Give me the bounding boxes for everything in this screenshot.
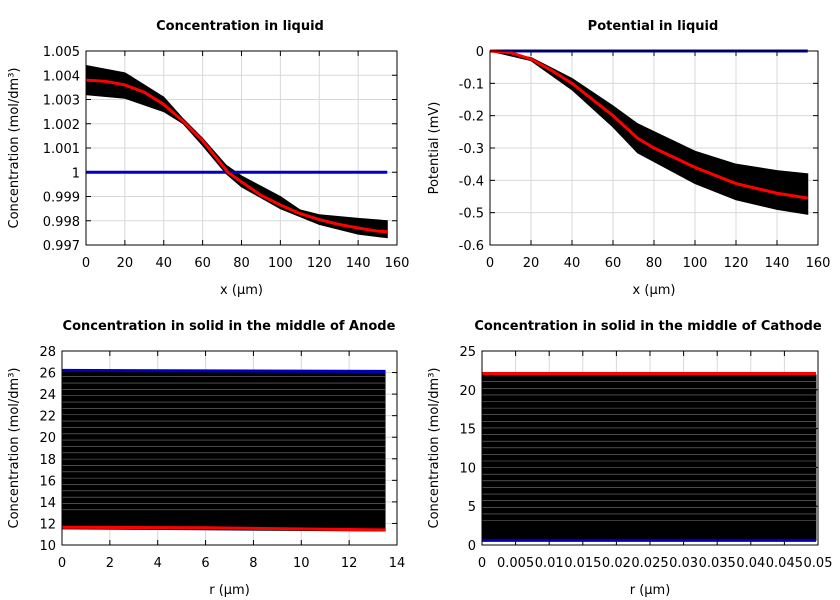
x-axis-label: r (µm) (630, 583, 671, 598)
y-tick-label: 0 (476, 45, 484, 60)
x-tick-label: 140 (346, 256, 371, 271)
y-tick-label: 1.003 (43, 94, 80, 109)
y-axis-label: Potential (mV) (427, 102, 442, 195)
curve-band (489, 50, 809, 215)
y-tick-label: 5 (468, 500, 476, 515)
x-tick-label: 6 (201, 556, 209, 571)
curve-band (85, 64, 388, 239)
y-tick-label: 1.001 (43, 142, 80, 157)
x-tick-label: 0 (478, 556, 486, 571)
plot-frame (85, 50, 398, 246)
plot-frame (489, 50, 819, 246)
x-tick-label: 40 (155, 256, 172, 271)
x-axis-label: x (µm) (633, 283, 676, 298)
x-tick-label: 0.01 (535, 556, 564, 571)
x-tick-label: 0 (82, 256, 90, 271)
x-tick-label: 160 (806, 256, 831, 271)
x-tick-label: 20 (117, 256, 134, 271)
y-tick-label: 20 (39, 431, 56, 446)
x-tick-label: 0.02 (602, 556, 631, 571)
chart-title: Potential in liquid (588, 19, 719, 34)
y-tick-label: 1.005 (43, 45, 80, 60)
x-tick-label: 2 (106, 556, 114, 571)
chart-title: Concentration in solid in the middle of … (474, 319, 822, 334)
chart-title: Concentration in solid in the middle of … (63, 319, 396, 334)
x-tick-label: 12 (341, 556, 358, 571)
series-line-2 (489, 49, 808, 200)
y-tick-label: -0.2 (459, 110, 484, 125)
x-tick-label: 100 (683, 256, 708, 271)
x-tick-label: 0.05 (804, 556, 833, 571)
y-tick-label: 12 (39, 517, 56, 532)
x-tick-label: 60 (194, 256, 211, 271)
x-tick-label: 120 (307, 256, 332, 271)
subplot-3: Concentration in solid in the middle of … (7, 319, 405, 598)
y-tick-label: 18 (39, 453, 56, 468)
y-tick-label: -0.6 (459, 239, 484, 254)
x-tick-label: 0.025 (631, 556, 668, 571)
x-tick-label: 0.035 (699, 556, 736, 571)
y-tick-label: 28 (39, 345, 56, 360)
plot-frame (61, 350, 398, 546)
y-tick-label: 16 (39, 474, 56, 489)
subplot-2: Potential in liquid 0 20 40 60 80 100 120 140 160… (427, 19, 830, 298)
y-axis-label: Concentration (mol/dm³) (427, 368, 442, 529)
x-tick-label: 4 (154, 556, 162, 571)
x-tick-label: 80 (646, 256, 663, 271)
y-tick-label: -0.3 (459, 142, 484, 157)
x-axis-label: x (µm) (220, 283, 263, 298)
series-line-1 (61, 368, 386, 373)
x-tick-label: 20 (523, 256, 540, 271)
y-axis-label: Concentration (mol/dm³) (7, 368, 22, 529)
y-tick-label: 10 (39, 539, 56, 554)
x-axis-label: r (µm) (209, 583, 250, 598)
y-tick-label: -0.4 (459, 174, 484, 189)
x-tick-label: 0.015 (564, 556, 601, 571)
y-tick-label: 0 (468, 539, 476, 554)
chart-title: Concentration in liquid (156, 19, 324, 34)
x-tick-label: 0.03 (669, 556, 698, 571)
subplot-4: Concentration in solid in the middle of … (427, 319, 832, 598)
x-tick-label: 140 (765, 256, 790, 271)
x-tick-label: 0.045 (766, 556, 803, 571)
y-tick-label: 0.998 (43, 215, 80, 230)
x-tick-label: 14 (389, 556, 406, 571)
y-tick-label: 1 (72, 166, 80, 181)
y-tick-label: 24 (39, 388, 56, 403)
y-tick-label: 14 (39, 496, 56, 511)
y-tick-label: 22 (39, 410, 56, 425)
subplot-1: Concentration in liquid 0 20 40 60 80 100 120 14… (7, 19, 409, 298)
x-tick-label: 8 (249, 556, 257, 571)
y-tick-label: 1.004 (43, 69, 80, 84)
y-tick-label: 26 (39, 367, 56, 382)
x-tick-label: 60 (605, 256, 622, 271)
x-tick-label: 0 (486, 256, 494, 271)
y-tick-label: 15 (459, 423, 476, 438)
y-tick-label: 10 (459, 461, 476, 476)
x-tick-label: 100 (268, 256, 293, 271)
curve-band (61, 369, 386, 532)
series-line-2 (85, 78, 388, 234)
y-tick-label: 0.997 (43, 239, 80, 254)
x-tick-label: 0 (58, 556, 66, 571)
x-tick-label: 0.005 (497, 556, 534, 571)
y-tick-label: -0.1 (459, 77, 484, 92)
plot-frame (481, 350, 819, 546)
y-tick-label: 0.999 (43, 191, 80, 206)
y-tick-label: 20 (459, 384, 476, 399)
y-tick-label: -0.5 (459, 207, 484, 222)
x-tick-label: 160 (385, 256, 410, 271)
x-tick-label: 0.04 (736, 556, 765, 571)
series-line-2 (61, 525, 386, 532)
x-tick-label: 80 (233, 256, 250, 271)
y-axis-label: Concentration (mol/dm³) (7, 68, 22, 229)
y-tick-label: 1.002 (43, 118, 80, 133)
x-tick-label: 40 (564, 256, 581, 271)
curve-band (481, 374, 817, 541)
y-tick-label: 25 (459, 345, 476, 360)
x-tick-label: 120 (724, 256, 749, 271)
x-tick-label: 10 (293, 556, 310, 571)
